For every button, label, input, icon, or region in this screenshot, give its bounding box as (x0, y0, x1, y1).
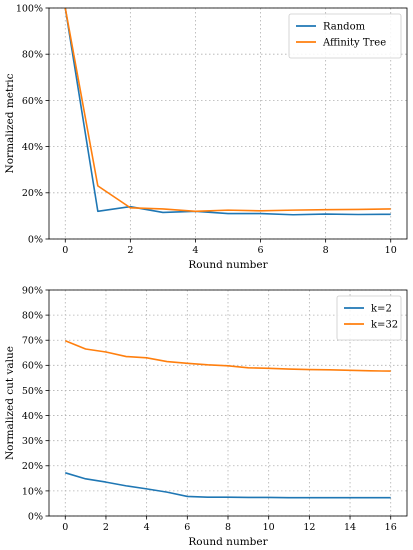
y-tick-label: 0% (28, 234, 43, 245)
plot-frame (48, 7, 408, 240)
y-tick-label: 70% (22, 336, 43, 347)
x-tick-label: 6 (184, 522, 190, 533)
x-tick-label: 8 (225, 522, 231, 533)
x-tick-label: 4 (192, 245, 198, 256)
legend-box (288, 13, 402, 59)
y-tick-label: 20% (22, 461, 43, 472)
y-tick-label: 90% (22, 285, 43, 296)
series-line-2 (64, 7, 391, 213)
y-tick-label: 20% (22, 188, 43, 199)
x-axis-label: Round number (188, 259, 268, 271)
y-tick-label: 80% (22, 50, 43, 61)
legend-box (336, 295, 402, 341)
y-tick-label: 60% (22, 96, 43, 107)
y-tick-label: 30% (22, 436, 43, 447)
y-tick-label: 50% (22, 386, 43, 397)
legend-label-1: Random (323, 22, 366, 33)
y-axis-label: Normalized cut value (4, 346, 16, 460)
series-line-2 (64, 339, 391, 372)
legend-label-1: k=2 (371, 304, 392, 315)
y-tick-label: 40% (22, 411, 43, 422)
x-tick-label: 2 (103, 522, 109, 533)
chart-2: 0 2 4 6 8 10 12 14 16 0% 10% 20% 30% 40% 50% 60% 70% 80% 9… (4, 285, 408, 548)
x-tick-label: 2 (127, 245, 133, 256)
x-tick-label: 10 (263, 522, 275, 533)
y-tick-label: 80% (22, 311, 43, 322)
y-tick-label: 10% (22, 486, 43, 497)
x-tick-label: 0 (62, 522, 68, 533)
y-tick-label: 100% (16, 3, 43, 14)
y-tick-label: 0% (28, 511, 43, 522)
x-tick-label: 14 (344, 522, 356, 533)
x-tick-label: 4 (144, 522, 150, 533)
x-tick-label: 10 (385, 245, 397, 256)
series-line-1 (64, 7, 391, 216)
x-tick-label: 12 (303, 522, 315, 533)
x-tick-label: 8 (323, 245, 329, 256)
x-tick-label: 0 (62, 245, 68, 256)
legend-label-2: k=32 (371, 320, 398, 331)
x-tick-label: 16 (385, 522, 397, 533)
y-axis-label: Normalized metric (4, 73, 16, 173)
x-tick-label: 6 (258, 245, 264, 256)
x-axis-label: Round number (188, 536, 268, 548)
y-tick-label: 60% (22, 361, 43, 372)
legend-label-2: Affinity Tree (322, 38, 386, 49)
y-tick-label: 40% (22, 142, 43, 153)
chart-1: 0 2 4 6 8 100%20%40%60%80%100%Round numberNor… (4, 3, 408, 271)
series-line-1 (65, 472, 391, 499)
